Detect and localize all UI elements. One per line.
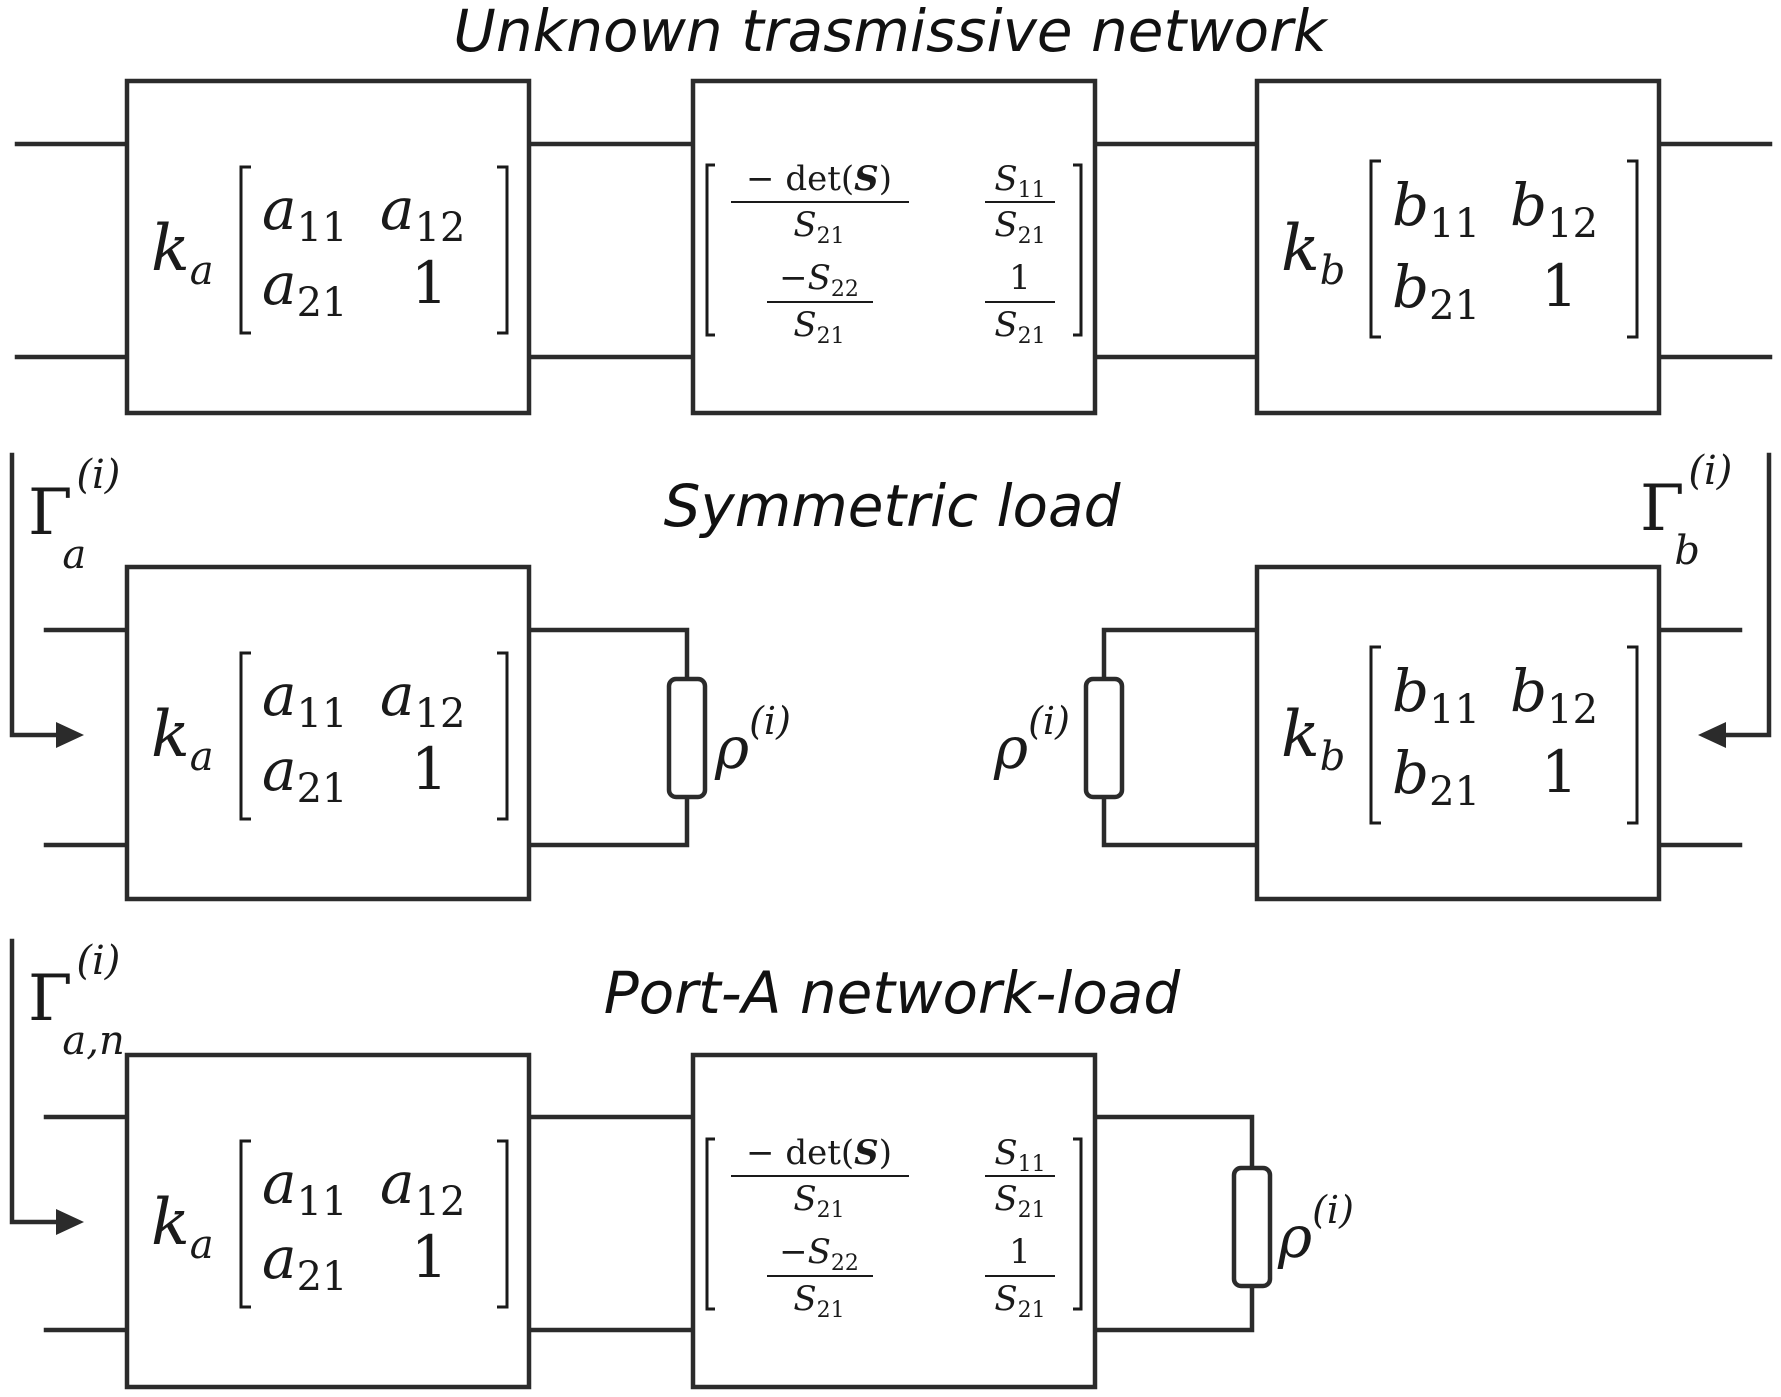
- row2-adapter-a: [127, 567, 529, 899]
- gamma-a-label: Γ(i) a: [28, 452, 120, 578]
- load-resistor-icon: [666, 676, 708, 800]
- gamma-an-arrowhead-icon: [56, 1209, 84, 1235]
- load-rho-label: ρ(i): [1277, 1188, 1354, 1271]
- title-symmetric-load: Symmetric load: [664, 472, 1122, 540]
- row-unknown-network: Unknown trasmissive network: [14, 0, 1773, 413]
- row-symmetric-load: Symmetric load Γ(i) a Γ(i) b ρ(i) ρ(i): [9, 448, 1772, 899]
- gamma-b-label: Γ(i) b: [1640, 448, 1732, 574]
- title-unknown-network: Unknown trasmissive network: [453, 0, 1329, 65]
- title-port-a-network-load: Port-A network-load: [604, 959, 1182, 1027]
- gamma-b-arrowhead-icon: [1698, 722, 1726, 748]
- row1-adapter-a: [127, 81, 529, 413]
- gamma-a-arrowhead-icon: [56, 722, 84, 748]
- row3-adapter-a: [127, 1055, 529, 1387]
- row3-network: [693, 1055, 1095, 1387]
- load-rho-label: ρ(i): [714, 699, 791, 782]
- load-rho-label: ρ(i): [993, 699, 1070, 782]
- row1-network: [693, 81, 1095, 413]
- row-port-a-network-load: Port-A network-load Γ(i) a,n ρ(i): [9, 938, 1354, 1387]
- gamma-a-arrow-line: [9, 452, 65, 738]
- wire: [1101, 794, 1260, 848]
- row2-adapter-b: [1257, 567, 1659, 899]
- wire: [526, 794, 690, 848]
- wire: [1092, 1114, 1255, 1171]
- load-resistor-icon: [1231, 1165, 1273, 1289]
- gamma-an-label: Γ(i) a,n: [28, 938, 125, 1064]
- wire: [1101, 627, 1260, 682]
- gamma-b-arrow-line: [1717, 452, 1772, 738]
- gamma-an-arrow-line: [9, 938, 65, 1225]
- wire: [526, 627, 690, 682]
- wire: [1092, 1283, 1255, 1333]
- row1-adapter-b: [1257, 81, 1659, 413]
- load-resistor-icon: [1083, 676, 1125, 800]
